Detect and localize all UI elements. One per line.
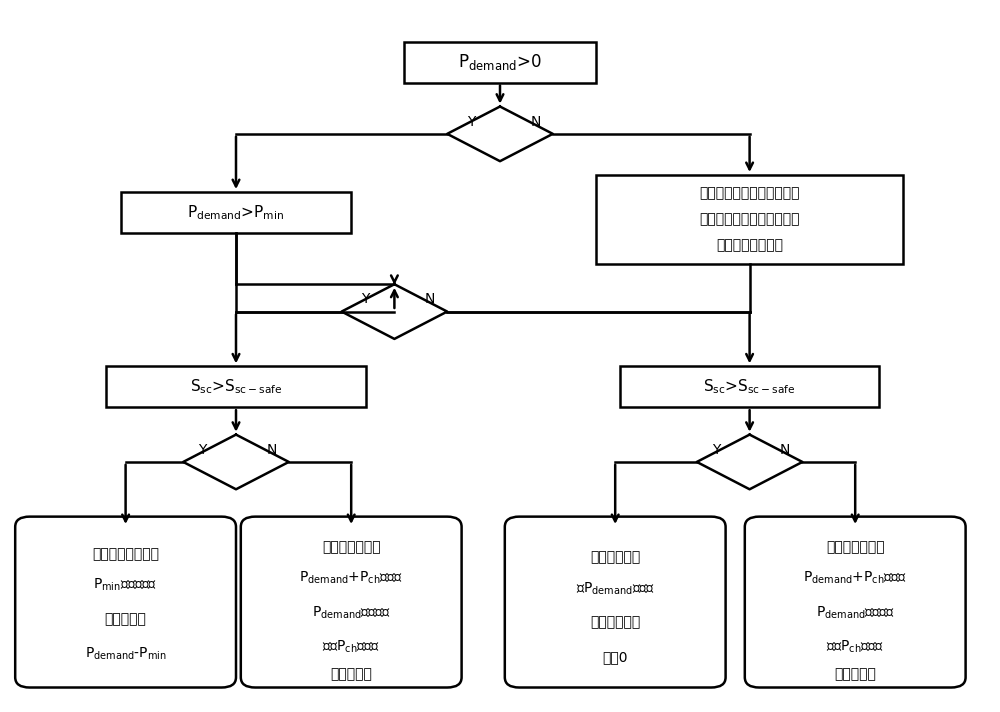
Text: 辆，P$_{\mathrm{ch}}$为超级: 辆，P$_{\mathrm{ch}}$为超级 xyxy=(826,638,884,655)
FancyBboxPatch shape xyxy=(596,175,903,263)
Polygon shape xyxy=(697,434,802,489)
Text: 能量回收至电池组: 能量回收至电池组 xyxy=(716,239,783,252)
Text: Y: Y xyxy=(198,443,207,456)
Text: 电池组输出功率：: 电池组输出功率： xyxy=(92,548,159,561)
Polygon shape xyxy=(183,434,289,489)
Text: Y: Y xyxy=(712,443,720,456)
Text: 电容组充电: 电容组充电 xyxy=(834,667,876,681)
Text: P$_{\mathrm{demand}}$>P$_{\mathrm{min}}$: P$_{\mathrm{demand}}$>P$_{\mathrm{min}}$ xyxy=(187,203,285,222)
Text: S$_{\mathrm{sc}}$>S$_{\mathrm{sc-safe}}$: S$_{\mathrm{sc}}$>S$_{\mathrm{sc-safe}}$ xyxy=(703,377,796,396)
FancyBboxPatch shape xyxy=(15,517,236,688)
Text: 率为0: 率为0 xyxy=(602,650,628,664)
Text: N: N xyxy=(530,115,541,129)
Text: 电池组输出功率: 电池组输出功率 xyxy=(826,540,885,555)
Text: P$_{\mathrm{min}}$，超级电容: P$_{\mathrm{min}}$，超级电容 xyxy=(93,577,158,593)
Text: P$_{\mathrm{demand}}$-P$_{\mathrm{min}}$: P$_{\mathrm{demand}}$-P$_{\mathrm{min}}$ xyxy=(85,645,167,661)
FancyBboxPatch shape xyxy=(121,192,351,233)
Text: N: N xyxy=(425,292,435,306)
Text: P$_{\mathrm{demand}}$>0: P$_{\mathrm{demand}}$>0 xyxy=(458,52,542,72)
Text: P$_{\mathrm{demand}}$+P$_{\mathrm{ch}}$，其中: P$_{\mathrm{demand}}$+P$_{\mathrm{ch}}$，… xyxy=(299,570,403,587)
Text: 组输出功率: 组输出功率 xyxy=(105,612,147,626)
Text: 率P$_{\mathrm{demand}}$，超级: 率P$_{\mathrm{demand}}$，超级 xyxy=(576,580,655,597)
FancyBboxPatch shape xyxy=(620,366,879,407)
Text: 电池组输出功: 电池组输出功 xyxy=(590,550,640,565)
Text: N: N xyxy=(266,443,277,456)
Text: S$_{\mathrm{sc}}$>S$_{\mathrm{sc-safe}}$: S$_{\mathrm{sc}}$>S$_{\mathrm{sc-safe}}$ xyxy=(190,377,282,396)
Text: 辆，P$_{\mathrm{ch}}$为超级: 辆，P$_{\mathrm{ch}}$为超级 xyxy=(322,638,380,655)
FancyBboxPatch shape xyxy=(745,517,966,688)
Text: 电容组充电: 电容组充电 xyxy=(330,667,372,681)
Text: P$_{\mathrm{demand}}$+P$_{\mathrm{ch}}$，其中: P$_{\mathrm{demand}}$+P$_{\mathrm{ch}}$，… xyxy=(803,570,907,587)
FancyBboxPatch shape xyxy=(505,517,726,688)
Text: P$_{\mathrm{demand}}$提供给车: P$_{\mathrm{demand}}$提供给车 xyxy=(816,604,895,621)
FancyBboxPatch shape xyxy=(241,517,462,688)
Text: Y: Y xyxy=(361,292,370,306)
Text: P$_{\mathrm{demand}}$提供给车: P$_{\mathrm{demand}}$提供给车 xyxy=(312,604,391,621)
Polygon shape xyxy=(447,107,553,161)
Text: 电容组输出功: 电容组输出功 xyxy=(590,616,640,629)
Text: 将再生制动能量回收至超级: 将再生制动能量回收至超级 xyxy=(699,187,800,200)
Text: Y: Y xyxy=(467,115,475,129)
Text: 电池组输出功率: 电池组输出功率 xyxy=(322,540,381,555)
Text: N: N xyxy=(780,443,790,456)
FancyBboxPatch shape xyxy=(404,41,596,83)
FancyBboxPatch shape xyxy=(106,366,366,407)
Polygon shape xyxy=(342,284,447,339)
Text: 电容组，若充满，则将剩余: 电容组，若充满，则将剩余 xyxy=(699,212,800,226)
